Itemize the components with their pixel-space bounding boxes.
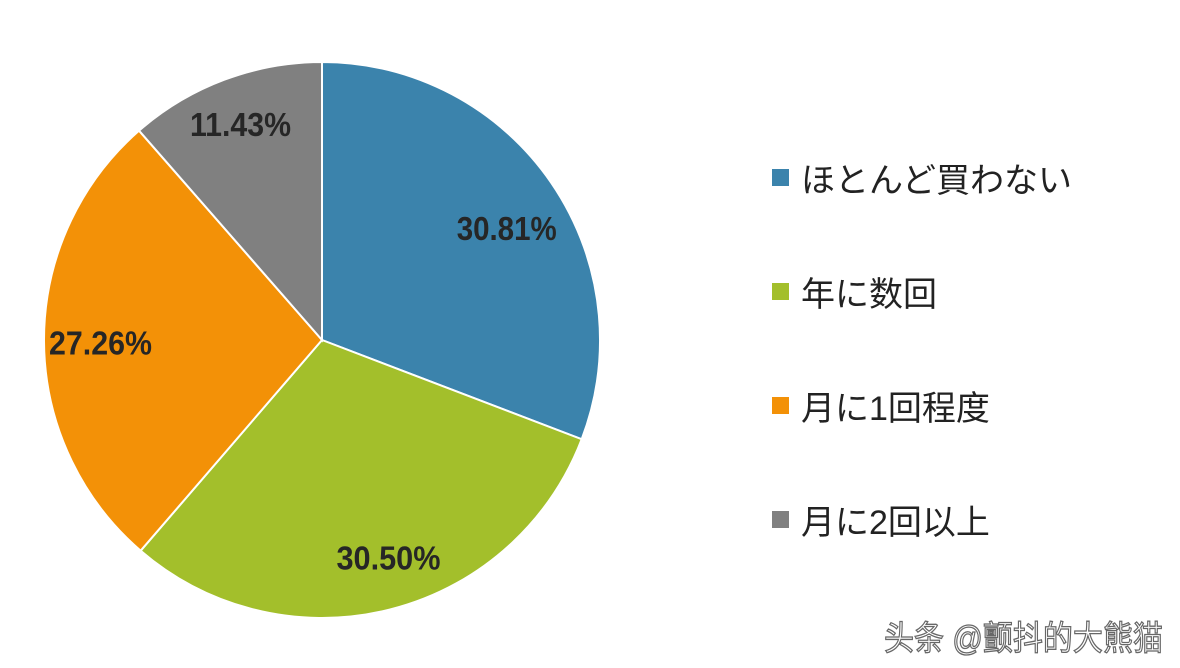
svg-text:头条 @颤抖的大熊猫: 头条 @颤抖的大熊猫 [884,620,1163,658]
